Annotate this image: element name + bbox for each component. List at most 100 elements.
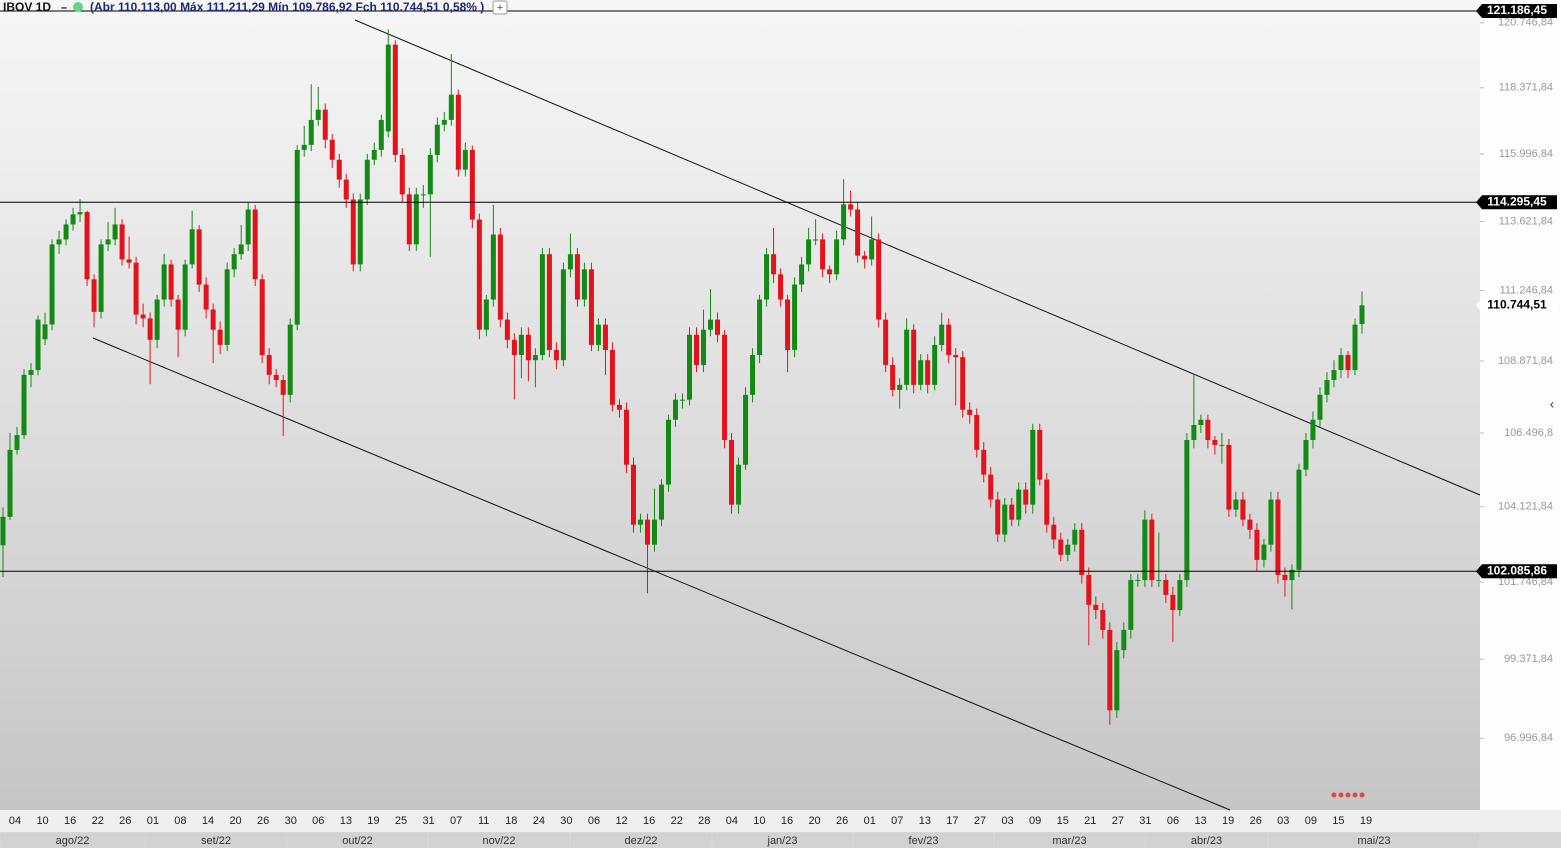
candle-body — [967, 409, 973, 415]
candle-body — [28, 370, 34, 375]
x-tick-label: 22 — [671, 815, 683, 827]
candle-body — [616, 404, 622, 410]
candle-body — [743, 394, 749, 465]
collapse-arrow[interactable]: ‹ — [1550, 396, 1555, 412]
month-band — [1146, 833, 1267, 848]
candle-body — [98, 244, 104, 312]
candle-body — [820, 239, 826, 270]
candle-body — [644, 519, 650, 545]
candle-body — [995, 499, 1001, 535]
candle-body — [1261, 544, 1267, 560]
date-axis — [0, 810, 1561, 832]
candle-body — [413, 194, 419, 245]
candle-body — [1037, 429, 1043, 480]
separator: – — [61, 2, 67, 14]
month-band — [1, 833, 144, 848]
candle-body — [701, 329, 707, 365]
candle-body — [126, 259, 132, 263]
candle-body — [925, 360, 931, 385]
candle-body — [490, 234, 496, 300]
month-label: mar/23 — [1052, 835, 1086, 847]
x-tick-label: 27 — [1112, 815, 1124, 827]
x-tick-label: 27 — [974, 815, 986, 827]
candle-body — [694, 334, 700, 365]
month-label: jan/23 — [767, 835, 798, 847]
candle-body — [637, 519, 643, 525]
candle-body — [133, 262, 139, 315]
candle-body — [441, 119, 447, 125]
candle-body — [1093, 604, 1099, 611]
candle-body — [1184, 440, 1190, 581]
candle-body — [245, 209, 251, 245]
candle-body — [932, 344, 938, 385]
x-tick-label: 09 — [1029, 815, 1041, 827]
candle-body — [371, 149, 377, 160]
candle-body — [105, 239, 111, 245]
candle-body — [343, 179, 349, 200]
candle-body — [483, 299, 489, 330]
candle-body — [658, 484, 664, 520]
candle-body — [1121, 629, 1127, 651]
x-tick-label: 01 — [864, 815, 876, 827]
x-tick-label: 12 — [615, 815, 627, 827]
candle-body — [364, 159, 370, 200]
candle-body — [1177, 580, 1183, 611]
candle-body — [869, 239, 875, 260]
candle-body — [1079, 529, 1085, 575]
x-tick-label: 08 — [174, 815, 186, 827]
candle-body — [294, 149, 300, 325]
candle-body — [70, 214, 76, 225]
candle-body — [336, 159, 342, 180]
candle-body — [560, 269, 566, 361]
candle-body — [1142, 519, 1148, 581]
candle-body — [518, 334, 524, 356]
x-tick-label: 24 — [533, 815, 545, 827]
candle-body — [623, 409, 629, 465]
x-tick-label: 21 — [1084, 815, 1096, 827]
candle-body — [1009, 504, 1015, 520]
candle-body — [1128, 580, 1134, 630]
candle-body — [350, 199, 356, 265]
candle-body — [154, 299, 160, 340]
candle-body — [140, 314, 146, 319]
candle-body — [1170, 594, 1176, 611]
x-tick-label: 19 — [367, 815, 379, 827]
candle-body — [273, 374, 279, 381]
x-tick-label: 15 — [1332, 815, 1344, 827]
add-button[interactable] — [492, 0, 508, 15]
add-icon[interactable]: + — [497, 2, 503, 14]
candle-body — [1051, 524, 1057, 540]
candle-body — [672, 399, 678, 420]
candle-body — [497, 234, 503, 320]
month-band — [713, 833, 852, 848]
x-tick-label: 03 — [1001, 815, 1013, 827]
month-band — [1269, 833, 1479, 848]
candle-body — [581, 269, 587, 300]
candle-body — [196, 229, 202, 285]
candle-body — [595, 324, 601, 345]
candle-body — [168, 264, 174, 300]
candle-body — [588, 269, 594, 345]
candle-body — [855, 209, 861, 256]
candle-body — [525, 334, 531, 361]
candle-body — [1086, 574, 1092, 605]
y-tick-label: 113.621,84 — [1499, 215, 1553, 227]
month-label: abr/23 — [1191, 835, 1222, 847]
level-tag — [1476, 195, 1557, 210]
candle-body — [939, 324, 945, 345]
candle-body — [21, 374, 27, 436]
candle-body — [287, 324, 293, 395]
x-tick-label: 30 — [560, 815, 572, 827]
x-tick-label: 19 — [1222, 815, 1234, 827]
y-tick-label: 99.371,84 — [1504, 653, 1553, 665]
month-label: set/22 — [201, 835, 231, 847]
candle-body — [1156, 580, 1162, 582]
candle-body — [252, 209, 258, 280]
candle-body — [406, 194, 412, 245]
candle-body — [357, 199, 363, 265]
x-tick-label: 10 — [36, 815, 48, 827]
last-price-label: 110.744,51 — [1487, 297, 1547, 311]
candle-body — [1226, 444, 1232, 510]
month-band — [288, 833, 427, 848]
candle-body — [546, 254, 552, 350]
